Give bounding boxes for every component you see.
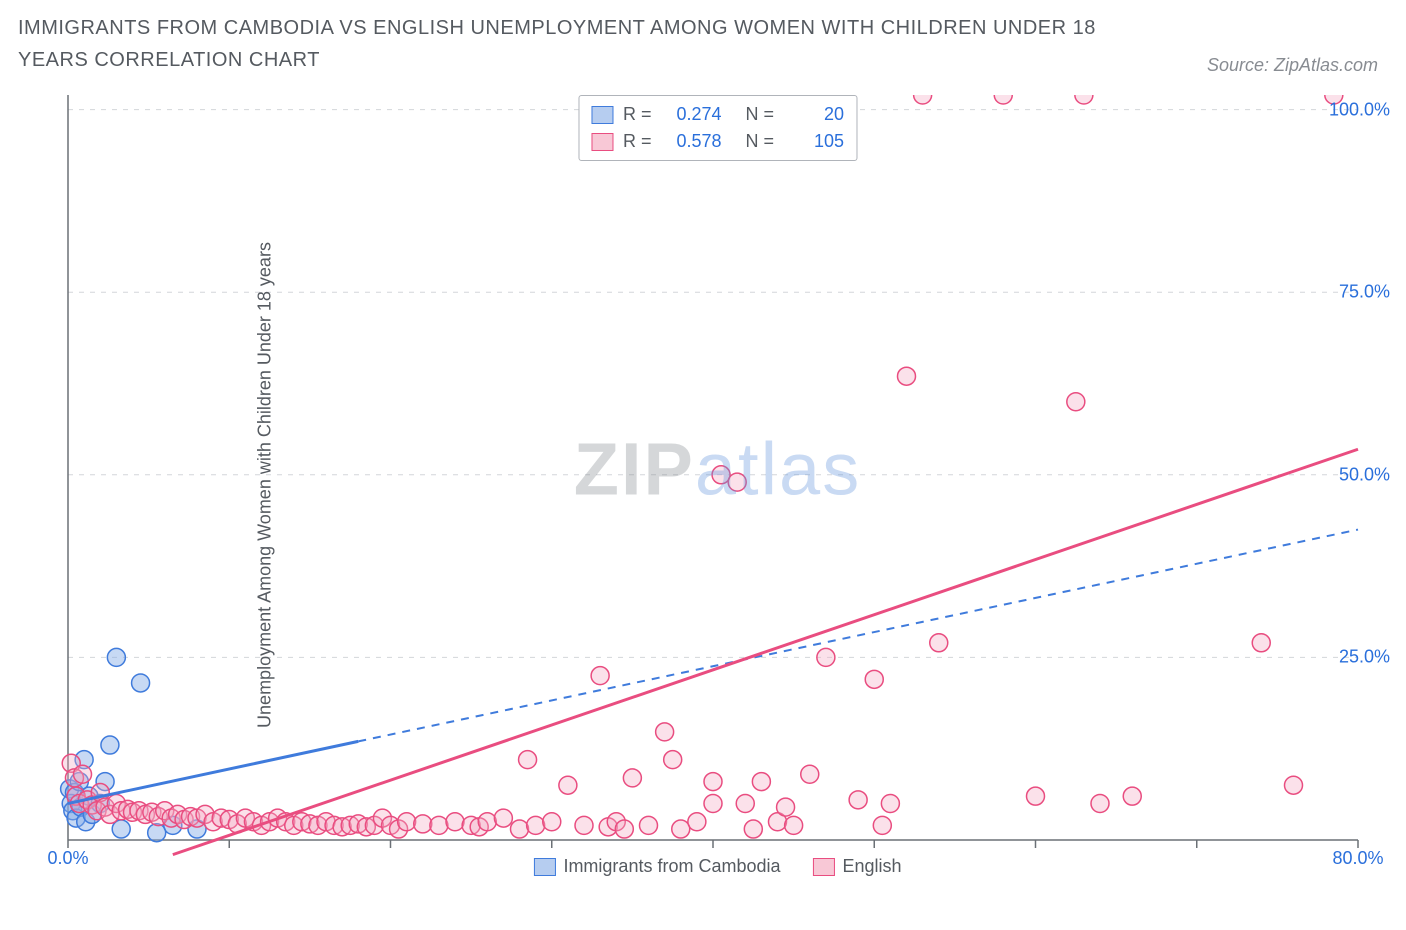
- legend-n-value: 105: [784, 128, 844, 155]
- legend-r-label: R =: [623, 128, 652, 155]
- y-axis-label: Unemployment Among Women with Children U…: [254, 242, 275, 728]
- chart-svg: [50, 95, 1385, 875]
- y-tick-label: 25.0%: [1339, 647, 1390, 668]
- legend-series-label: Immigrants from Cambodia: [563, 856, 780, 877]
- series-legend: Immigrants from Cambodia English: [533, 856, 901, 877]
- legend-n-label: N =: [746, 101, 775, 128]
- chart-title: IMMIGRANTS FROM CAMBODIA VS ENGLISH UNEM…: [18, 12, 1138, 76]
- legend-r-value: 0.578: [662, 128, 722, 155]
- legend-n-label: N =: [746, 128, 775, 155]
- legend-series-label: English: [843, 856, 902, 877]
- legend-swatch: [533, 858, 555, 876]
- plot-container: Unemployment Among Women with Children U…: [50, 95, 1385, 875]
- legend-r-label: R =: [623, 101, 652, 128]
- legend-r-value: 0.274: [662, 101, 722, 128]
- source-label: Source: ZipAtlas.com: [1207, 55, 1378, 76]
- x-tick-label: 0.0%: [47, 848, 88, 869]
- legend-swatch: [591, 133, 613, 151]
- x-tick-label: 80.0%: [1332, 848, 1383, 869]
- legend-n-value: 20: [784, 101, 844, 128]
- y-tick-label: 50.0%: [1339, 464, 1390, 485]
- y-tick-label: 75.0%: [1339, 282, 1390, 303]
- legend-swatch: [813, 858, 835, 876]
- y-tick-label: 100.0%: [1329, 99, 1390, 120]
- stats-legend: R = 0.274 N = 20 R = 0.578 N = 105: [578, 95, 857, 161]
- legend-swatch: [591, 106, 613, 124]
